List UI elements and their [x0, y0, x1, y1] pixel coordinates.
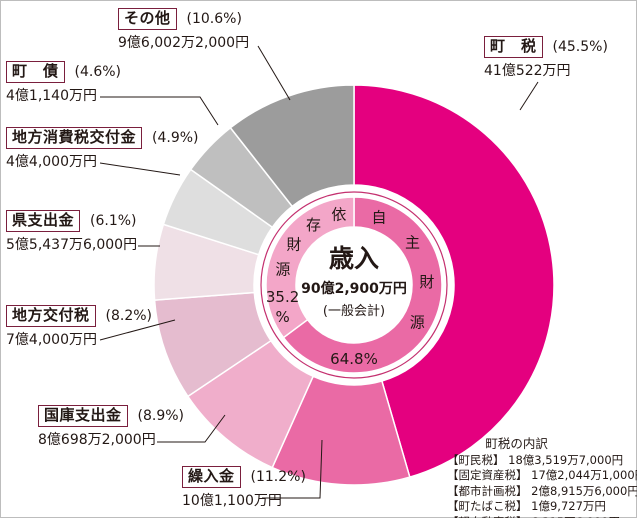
slice-name: 町 税: [484, 36, 543, 58]
tax-breakdown: 町税の内訳 【町民税】 18億3,519万7,000円 【固定資産税】 17億2,…: [447, 436, 637, 518]
slice-percent: (8.9%): [137, 408, 185, 424]
outer-ring: [153, 84, 555, 486]
leader-lines: [99, 45, 539, 499]
center-hole: [296, 227, 412, 343]
breakdown-item-amount: 2億8,915万6,000円: [527, 483, 637, 498]
jishu-label-char: 自: [371, 208, 386, 226]
slice-amount: 10億1,100万円: [182, 493, 282, 509]
slice-percent: (10.6%): [186, 11, 242, 27]
slice-percent: (11.2%): [250, 469, 306, 485]
slice-label-国庫支出金: 国庫支出金 (8.9%) 8億698万2,000円: [38, 405, 184, 447]
slice-label-繰入金: 繰入金 (11.2%) 10億1,100万円: [182, 466, 306, 508]
izon-percent: 35.2: [266, 288, 299, 306]
slice-name: 町 債: [6, 61, 65, 83]
slice-name: 国庫支出金: [38, 405, 128, 427]
slice-amount: 5億5,437万6,000円: [6, 237, 138, 253]
breakdown-item-name: 【固定資産税】: [447, 468, 528, 482]
slice-percent: (4.6%): [74, 64, 122, 80]
center-note: (一般会計): [323, 303, 385, 319]
breakdown-item-amount: 17億2,044万1,000円: [527, 468, 637, 482]
jishu-label-char: 財: [419, 273, 434, 291]
breakdown-item-name: 【町民税】: [447, 452, 505, 467]
slice-name: 地方交付税: [6, 305, 96, 327]
slice-label-町税: 町 税 (45.5%) 41億522万円: [484, 36, 608, 78]
leader-line-その他: [257, 45, 291, 101]
slice-label-県支出金: 県支出金 (6.1%) 5億5,437万6,000円: [6, 210, 137, 252]
slice-amount: 8億698万2,000円: [38, 432, 156, 448]
breakdown-item: 【都市計画税】 2億8,915万6,000円: [447, 484, 637, 500]
izon-label-char: 存: [306, 216, 321, 234]
slice-amount: 7億4,000万円: [6, 332, 97, 348]
breakdown-item-amount: 1億9,727万円: [527, 499, 606, 513]
jishu-percent: 64.8%: [330, 350, 378, 368]
breakdown-item-name: 【町たばこ税】: [447, 499, 528, 513]
leader-line-地方交付税: [99, 319, 176, 341]
slice-label-地方消費税交付金: 地方消費税交付金 (4.9%) 4億4,000万円: [6, 127, 199, 169]
inner-ring: [254, 185, 454, 385]
breakdown-item-name: 【都市計画税】: [447, 483, 528, 498]
leader-line-国庫支出金: [157, 414, 226, 443]
slice-amount: 41億522万円: [484, 63, 571, 79]
slice-percent: (8.2%): [105, 308, 153, 324]
izon-label-char: 源: [275, 261, 290, 279]
breakdown-item: 【軽自動車税】 6,315万6,000円: [447, 515, 637, 518]
slice-name: 県支出金: [6, 210, 81, 232]
jishu-label-char: 主: [405, 233, 420, 251]
slice-amount: 4億4,000万円: [6, 154, 97, 170]
jishu-label-char: 源: [410, 314, 425, 332]
center-labels: 歳入 90億2,900万円 (一般会計): [301, 244, 407, 319]
breakdown-item-name: 【軽自動車税】: [447, 515, 528, 518]
breakdown-list: 【町民税】 18億3,519万7,000円 【固定資産税】 17億2,044万1,…: [447, 453, 637, 518]
slice-name: 繰入金: [182, 466, 241, 488]
slice-name: その他: [118, 8, 177, 30]
izon-label-char: 財: [286, 235, 301, 253]
center-total: 90億2,900万円: [301, 280, 407, 297]
breakdown-title: 町税の内訳: [485, 436, 548, 451]
slice-amount: 4億1,140万円: [6, 88, 97, 104]
leader-line-町税: [519, 81, 539, 111]
slice-label-町債: 町 債 (4.6%) 4億1,140万円: [6, 61, 121, 103]
breakdown-item: 【固定資産税】 17億2,044万1,000円: [447, 468, 637, 484]
leader-line-町債: [100, 96, 219, 126]
slice-amount: 9億6,002万2,000円: [118, 35, 250, 51]
breakdown-item-amount: 18億3,519万7,000円: [504, 452, 624, 467]
slice-name: 地方消費税交付金: [6, 127, 143, 149]
slice-label-地方交付税: 地方交付税 (8.2%) 7億4,000万円: [6, 305, 152, 347]
leader-line-地方消費税交付金: [99, 162, 181, 176]
slice-percent: (6.1%): [90, 213, 137, 229]
group-jishu-zaigen: [282, 196, 443, 374]
breakdown-item-amount: 6,315万6,000円: [528, 515, 620, 518]
breakdown-item: 【町民税】 18億3,519万7,000円: [447, 453, 637, 469]
center-title: 歳入: [329, 244, 379, 273]
breakdown-item: 【町たばこ税】 1億9,727万円: [447, 499, 637, 515]
izon-label-char: 依: [331, 206, 346, 224]
slice-percent: (45.5%): [552, 39, 608, 55]
leader-line-繰入金: [262, 439, 323, 499]
izon-percent-sign: %: [275, 308, 289, 326]
slice-label-その他: その他 (10.6%) 9億6,002万2,000円: [118, 8, 249, 50]
slice-percent: (4.9%): [152, 130, 199, 146]
